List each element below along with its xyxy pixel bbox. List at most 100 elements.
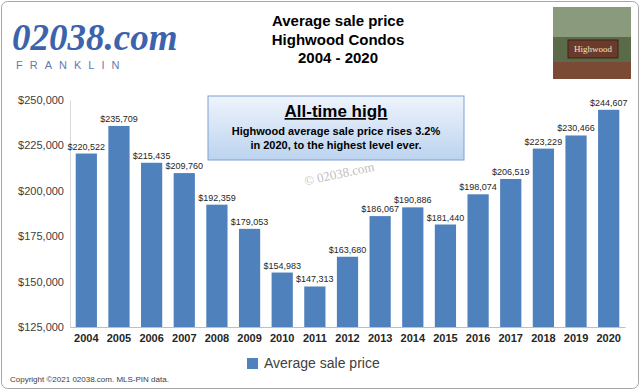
- data-label: $235,709: [100, 114, 138, 124]
- y-tick: $125,000: [18, 321, 70, 333]
- photo-trees: [553, 7, 631, 37]
- data-label: $181,440: [427, 213, 465, 223]
- x-tick: 2020: [596, 327, 620, 344]
- x-tick-label: 2015: [433, 332, 457, 344]
- x-tick: 2013: [368, 327, 392, 344]
- y-tick-label: $250,000: [18, 94, 64, 106]
- legend-label: Average sale price: [264, 355, 380, 371]
- bar: [174, 173, 195, 327]
- chart-subtitle: Highwood Condos: [272, 31, 404, 48]
- data-labels: $220,522 $235,709 $215,435$209,760 $192,359…: [68, 98, 628, 285]
- x-tick-label: 2014: [401, 332, 426, 344]
- bars: [76, 110, 620, 327]
- annotation-text: Highwood average sale price rises 3.2%: [232, 125, 441, 137]
- logo-text: 02038.com: [12, 17, 177, 58]
- data-label: $209,760: [165, 161, 203, 171]
- data-label: $215,435: [133, 151, 171, 161]
- x-tick: 2009: [237, 327, 261, 344]
- data-label: $190,886: [394, 195, 432, 205]
- y-axis: $125,000 $150,000 $175,000 $200,000 $225,000…: [18, 94, 70, 333]
- x-tick-label: 2020: [596, 332, 620, 344]
- x-tick-label: 2009: [237, 332, 261, 344]
- data-label: $186,067: [361, 204, 399, 214]
- data-label: $223,229: [525, 137, 563, 147]
- y-tick-label: $200,000: [18, 185, 64, 197]
- y-axis-line: [70, 101, 71, 328]
- data-label: $163,680: [329, 245, 367, 255]
- x-axis-line: [71, 327, 626, 328]
- footer: Copyright ©2021 02038.com. MLS-PIN data.: [10, 375, 169, 384]
- y-tick: $175,000: [18, 230, 70, 242]
- x-tick-label: 2006: [139, 332, 163, 344]
- y-tick-label: $175,000: [18, 230, 64, 242]
- bar: [565, 135, 586, 327]
- bar: [272, 273, 293, 327]
- logo-subtext: FRANKLIN: [16, 59, 126, 71]
- data-label: $147,313: [296, 274, 334, 284]
- x-tick: 2017: [498, 327, 522, 344]
- data-label: $179,053: [231, 217, 269, 227]
- x-tick-label: 2017: [498, 332, 522, 344]
- x-tick-label: 2004: [74, 332, 99, 344]
- x-tick: 2015: [433, 327, 457, 344]
- data-label: $154,983: [263, 261, 301, 271]
- annotation-text: in 2020, to the highest level ever.: [250, 139, 421, 151]
- bar: [239, 229, 260, 327]
- annotation: All-time high Highwood average sale price…: [208, 96, 464, 160]
- data-label: $220,522: [68, 142, 106, 152]
- y-tick-label: $150,000: [18, 276, 64, 288]
- bar: [598, 110, 619, 327]
- x-tick: 2019: [564, 327, 588, 344]
- data-label: $230,466: [557, 123, 595, 133]
- data-label: $244,607: [590, 98, 628, 108]
- legend: Average sale price: [247, 355, 380, 371]
- x-tick-label: 2010: [270, 332, 294, 344]
- photo: Highwood: [553, 7, 631, 79]
- y-tick: $200,000: [18, 185, 70, 197]
- x-tick-label: 2016: [466, 332, 490, 344]
- photo-sign-text: Highwood: [574, 44, 612, 54]
- bar: [206, 205, 227, 327]
- bar: [402, 207, 423, 327]
- x-tick-label: 2011: [303, 332, 327, 344]
- x-tick-label: 2019: [564, 332, 588, 344]
- bar: [76, 154, 97, 327]
- photo-bg: [553, 7, 631, 79]
- bar: [467, 194, 488, 327]
- x-tick: 2016: [466, 327, 490, 344]
- data-label: $198,074: [459, 182, 497, 192]
- x-tick-label: 2013: [368, 332, 392, 344]
- bar: [304, 286, 325, 327]
- bar: [533, 149, 554, 327]
- x-tick: 2006: [139, 327, 163, 344]
- annotation-box: [208, 96, 464, 160]
- bar: [108, 126, 129, 327]
- watermark: © 02038.com: [303, 159, 376, 188]
- data-label: $206,519: [492, 167, 530, 177]
- bar: [337, 257, 358, 327]
- photo-ground: [553, 62, 631, 79]
- bar: [141, 163, 162, 327]
- x-tick-label: 2005: [107, 332, 131, 344]
- bar: [370, 216, 391, 327]
- chart-title: Average sale price: [272, 12, 404, 29]
- y-tick: $225,000: [18, 139, 70, 151]
- legend-swatch: [247, 358, 258, 369]
- bar: [435, 225, 456, 327]
- x-tick: 2010: [270, 327, 294, 344]
- x-tick: 2014: [401, 327, 426, 344]
- x-tick-label: 2008: [205, 332, 229, 344]
- chart-svg: 02038.comFRANKLIN Average sale price Highw…: [0, 0, 640, 390]
- x-tick-label: 2007: [172, 332, 196, 344]
- bar: [500, 179, 521, 327]
- photo-sign: [568, 40, 618, 58]
- x-tick: 2011: [303, 327, 327, 344]
- x-tick: 2004: [74, 327, 99, 344]
- x-axis: 2004 2005 2006 2007 2008 2009 2010 2011 2012 2013…: [71, 327, 626, 344]
- chart-subtitle: 2004 - 2020: [298, 49, 378, 66]
- x-tick: 2007: [172, 327, 196, 344]
- x-tick-label: 2012: [335, 332, 359, 344]
- y-tick-label: $125,000: [18, 321, 64, 333]
- data-label: $192,359: [198, 193, 236, 203]
- annotation-title: All-time high: [285, 102, 388, 121]
